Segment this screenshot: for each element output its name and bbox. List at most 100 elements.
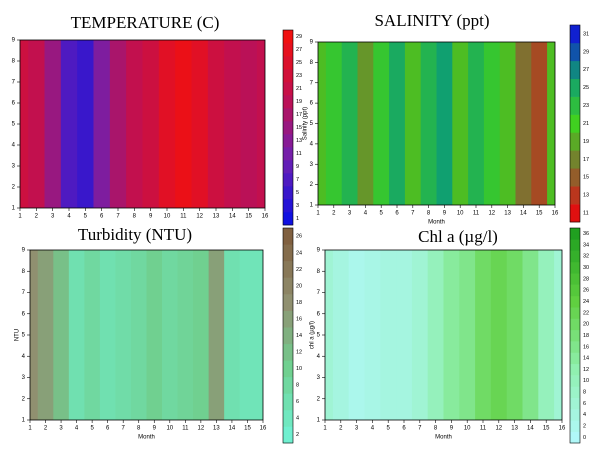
- colorbar-label: 17: [583, 157, 589, 163]
- x-tick-label: 14: [520, 211, 527, 217]
- colorbar-label: 12: [583, 367, 589, 373]
- x-tick-label: 6: [402, 426, 406, 432]
- colorbar-cell: [570, 295, 580, 308]
- field-cell: [389, 42, 406, 205]
- field-cell: [483, 42, 501, 205]
- x-tick-label: 8: [427, 211, 431, 217]
- field-cell: [396, 250, 413, 420]
- colorbar-label: 0: [583, 435, 586, 441]
- colorbar-label: 6: [296, 399, 299, 405]
- y-tick-label: 2: [22, 396, 26, 402]
- x-tick-label: 12: [198, 426, 205, 432]
- colorbar-cell: [570, 261, 580, 274]
- y-tick-label: 2: [12, 185, 16, 191]
- colorbar-cell: [570, 341, 580, 353]
- colorbar-label: 19: [296, 99, 302, 105]
- colorbar-cell: [283, 343, 293, 361]
- colorbar-label: 10: [583, 378, 589, 384]
- colorbar-cell: [283, 277, 293, 295]
- colorbar-cell: [570, 273, 580, 285]
- field-cell: [224, 40, 241, 208]
- field-cell: [411, 250, 429, 420]
- colorbar-frame: [569, 227, 581, 444]
- colorbar-cell: [570, 375, 580, 387]
- x-tick-label: 9: [450, 426, 454, 432]
- x-tick-label: 2: [35, 214, 39, 220]
- colorbar-cell: [570, 329, 580, 342]
- field-cell: [37, 250, 54, 420]
- y-tick-label: 9: [12, 38, 16, 44]
- colorbar-label: 20: [583, 322, 589, 328]
- colorbar-label: 29: [583, 49, 589, 55]
- colorbar-label: 31: [583, 31, 589, 37]
- field-cell: [191, 40, 209, 208]
- field-cell: [93, 40, 111, 208]
- colorbar-cell: [570, 132, 580, 151]
- colorbar-cell: [570, 150, 580, 169]
- colorbar-cell: [283, 56, 293, 70]
- colorbar-label: 11: [583, 210, 589, 216]
- colorbar-cell: [283, 134, 293, 148]
- colorbar-cell: [570, 318, 580, 331]
- field-cell: [325, 250, 334, 420]
- field-cell: [364, 250, 381, 420]
- field-cell: [99, 250, 116, 420]
- colorbar-label: 36: [583, 231, 589, 237]
- x-tick-label: 9: [153, 426, 157, 432]
- x-tick-label: 9: [149, 214, 153, 220]
- colorbar-label: 23: [583, 103, 589, 109]
- field-cell: [53, 250, 70, 420]
- colorbar-label: 22: [296, 267, 302, 273]
- colorbar-cell: [283, 261, 293, 278]
- x-tick-label: 14: [229, 214, 236, 220]
- x-tick-label: 7: [122, 426, 126, 432]
- field-cell: [554, 250, 562, 420]
- field-cell: [239, 250, 256, 420]
- x-tick-label: 11: [180, 214, 187, 220]
- y-tick-label: 8: [310, 60, 314, 66]
- colorbar-cell: [283, 327, 293, 345]
- y-tick-label: 9: [22, 248, 26, 254]
- chart-title: TEMPERATURE (C): [71, 13, 220, 32]
- x-tick-label: 13: [213, 214, 220, 220]
- x-tick-label: 6: [395, 211, 399, 217]
- y-tick-label: 6: [317, 311, 321, 317]
- x-tick-label: 5: [387, 426, 391, 432]
- y-tick-label: 5: [317, 333, 321, 339]
- x-tick-label: 3: [348, 211, 352, 217]
- field-cell: [459, 250, 476, 420]
- y-tick-label: 6: [22, 311, 26, 317]
- colorbar-cell: [283, 121, 293, 135]
- field-cell: [28, 40, 45, 208]
- field-cell: [126, 40, 143, 208]
- colorbar-cell: [570, 228, 580, 240]
- y-tick-label: 1: [22, 418, 26, 424]
- colorbar-cell: [570, 397, 580, 410]
- colorbar-cell: [570, 204, 580, 223]
- field-cell: [427, 250, 444, 420]
- colorbar-label: 17: [296, 112, 302, 118]
- x-tick-label: 1: [316, 211, 320, 217]
- y-tick-label: 4: [317, 354, 321, 360]
- field: [325, 250, 562, 420]
- x-tick-label: 4: [371, 426, 375, 432]
- y-tick-label: 3: [310, 162, 314, 168]
- colorbar-cell: [570, 60, 580, 80]
- field-cell: [224, 250, 241, 420]
- field-cell: [256, 40, 265, 208]
- y-tick-label: 4: [12, 143, 16, 149]
- colorbar-cell: [283, 244, 293, 262]
- x-tick-label: 3: [51, 214, 55, 220]
- colorbar-cell: [283, 160, 293, 174]
- colorbar-cell: [283, 228, 293, 245]
- colorbar-cell: [570, 168, 580, 187]
- field-cell: [538, 250, 555, 420]
- colorbar-label: 16: [583, 344, 589, 350]
- x-tick-label: 12: [495, 426, 502, 432]
- field-cell: [436, 42, 453, 205]
- field: [318, 42, 555, 205]
- y-tick-label: 6: [12, 101, 16, 107]
- colorbar-label: 7: [296, 177, 299, 183]
- colorbar-cell: [283, 426, 293, 444]
- colorbar-label: 3: [296, 203, 299, 209]
